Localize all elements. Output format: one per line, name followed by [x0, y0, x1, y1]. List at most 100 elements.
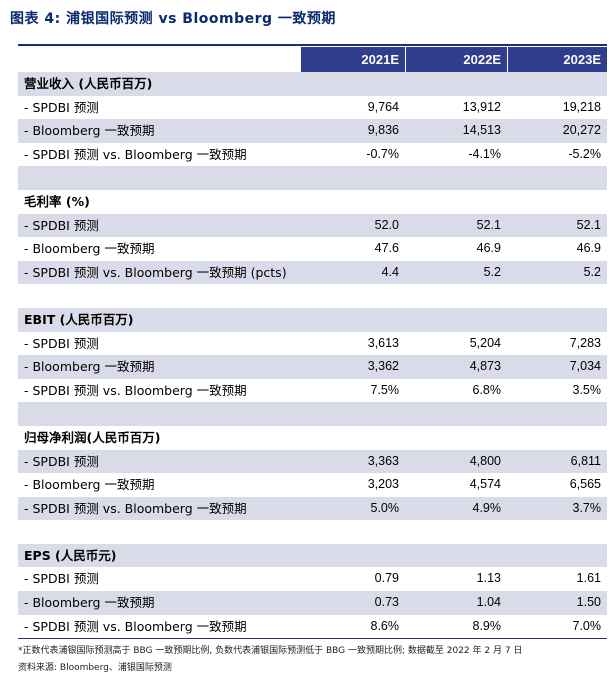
- cell-2023e: 6,565: [569, 477, 601, 492]
- cell-2021e: 9,764: [367, 99, 399, 114]
- cell-2021e: 9,836: [367, 123, 399, 138]
- table-row: - SPDBI 预测 3,363 4,800 6,811: [18, 449, 607, 474]
- cell-2022e: -4.1%: [468, 146, 501, 161]
- section-label: 营业收入 (人民币百万): [24, 76, 153, 91]
- section-header-row: EPS (人民币元): [18, 543, 607, 568]
- cell-2021e: 4.4: [381, 264, 399, 279]
- row-label: - SPDBI 预测 vs. Bloomberg 一致预期: [24, 382, 247, 398]
- column-header-2021e: 2021E: [301, 47, 405, 72]
- cell-2021e: 0.79: [374, 571, 399, 586]
- section-header-row: 营业收入 (人民币百万): [18, 72, 607, 96]
- cell-2022e: 13,912: [462, 99, 501, 114]
- table-header: 2021E 2022E 2023E: [18, 47, 607, 72]
- cell-2021e: -0.7%: [366, 146, 399, 161]
- row-label: - SPDBI 预测: [24, 453, 99, 469]
- row-label: - SPDBI 预测 vs. Bloomberg 一致预期 (pcts): [24, 264, 287, 280]
- cell-2022e: 1.04: [476, 595, 501, 610]
- cell-2022e: 4,574: [469, 477, 501, 492]
- row-label: - SPDBI 预测: [24, 571, 99, 587]
- row-label: - SPDBI 预测: [24, 99, 99, 115]
- table-row: - SPDBI 预测 vs. Bloomberg 一致预期 7.5% 6.8% 3.5…: [18, 379, 607, 403]
- table-row: - Bloomberg 一致预期 0.73 1.04 1.50: [18, 591, 607, 615]
- cell-2021e: 52.0: [374, 217, 399, 232]
- cell-2022e: 5,204: [469, 335, 501, 350]
- row-label: - Bloomberg 一致预期: [24, 241, 155, 257]
- row-label: - SPDBI 预测 vs. Bloomberg 一致预期: [24, 500, 247, 516]
- section-label: 毛利率 (%): [24, 193, 90, 209]
- table-body: 营业收入 (人民币百万) - SPDBI 预测 9,764 13,912 19,218-…: [18, 72, 607, 638]
- table-row: - Bloomberg 一致预期 9,836 14,513 20,272: [18, 119, 607, 143]
- cell-2023e: 3.7%: [572, 500, 602, 515]
- table-row: - SPDBI 预测 vs. Bloomberg 一致预期 -0.7% -4.1% -…: [18, 143, 607, 167]
- cell-2023e: 1.61: [576, 571, 601, 586]
- section-header-row: 归母净利润(人民币百万): [18, 426, 607, 450]
- cell-2022e: 8.9%: [472, 618, 502, 633]
- cell-2023e: 3.5%: [572, 382, 602, 397]
- table-row: - Bloomberg 一致预期 3,362 4,873 7,034: [18, 355, 607, 379]
- cell-2023e: -5.2%: [568, 146, 601, 161]
- row-label: - Bloomberg 一致预期: [24, 595, 155, 611]
- cell-2021e: 3,203: [367, 477, 399, 492]
- row-label: - Bloomberg 一致预期: [24, 477, 155, 493]
- column-header-2023e: 2023E: [507, 47, 607, 72]
- cell-2022e: 52.1: [476, 217, 501, 232]
- row-label: - SPDBI 预测: [24, 335, 99, 351]
- cell-2022e: 4,800: [469, 453, 501, 468]
- source-note: 资料来源: Bloomberg、浦银国际预测: [18, 663, 172, 673]
- spacer-row: [18, 166, 607, 190]
- footnote: *正数代表浦银国际预测高于 BBG 一致预期比例, 负数代表浦银国际预测低于 B…: [18, 646, 523, 656]
- header-separator: [405, 47, 406, 72]
- cell-2021e: 5.0%: [370, 500, 400, 515]
- spacer-row: [18, 284, 607, 308]
- figure-title: 图表 4: 浦银国际预测 vs Bloomberg 一致预期: [10, 11, 336, 27]
- cell-2022e: 6.8%: [472, 382, 502, 397]
- header-separator: [507, 47, 508, 72]
- cell-2023e: 5.2: [583, 264, 601, 279]
- table-row: - SPDBI 预测 vs. Bloomberg 一致预期 (pcts) 4.4 5…: [18, 260, 607, 285]
- cell-2023e: 7,283: [569, 335, 601, 350]
- cell-2022e: 5.2: [483, 264, 501, 279]
- cell-2023e: 7.0%: [572, 618, 602, 633]
- cell-2022e: 4.9%: [472, 500, 502, 515]
- table-row: - SPDBI 预测 vs. Bloomberg 一致预期 8.6% 8.9% 7.0…: [18, 615, 607, 639]
- cell-2023e: 19,218: [562, 99, 601, 114]
- table-row: - SPDBI 预测 52.0 52.1 52.1: [18, 213, 607, 238]
- section-label: 归母净利润(人民币百万): [24, 429, 161, 445]
- section-header-row: EBIT (人民币百万): [18, 307, 607, 332]
- cell-2021e: 47.6: [374, 241, 399, 256]
- column-header-2022e: 2022E: [405, 47, 507, 72]
- table-row: - SPDBI 预测 vs. Bloomberg 一致预期 5.0% 4.9% 3.7…: [18, 496, 607, 521]
- row-label: - SPDBI 预测 vs. Bloomberg 一致预期: [24, 146, 247, 162]
- table-row: - SPDBI 预测 9,764 13,912 19,218: [18, 96, 607, 120]
- row-label: - SPDBI 预测: [24, 217, 99, 233]
- section-label: EBIT (人民币百万): [24, 311, 134, 327]
- bottom-rule: [18, 638, 607, 639]
- cell-2023e: 52.1: [576, 217, 601, 232]
- row-label: - SPDBI 预测 vs. Bloomberg 一致预期: [24, 618, 247, 634]
- header-label-spacer: [18, 47, 301, 72]
- section-header-row: 毛利率 (%): [18, 190, 607, 214]
- cell-2022e: 14,513: [462, 123, 501, 138]
- cell-2022e: 4,873: [469, 359, 501, 374]
- spacer-row: [18, 520, 607, 544]
- cell-2022e: 46.9: [476, 241, 501, 256]
- row-label: - Bloomberg 一致预期: [24, 359, 155, 375]
- cell-2023e: 20,272: [562, 123, 601, 138]
- cell-2023e: 1.50: [576, 595, 601, 610]
- table-row: - Bloomberg 一致预期 47.6 46.9 46.9: [18, 237, 607, 261]
- cell-2021e: 3,362: [367, 359, 399, 374]
- cell-2021e: 8.6%: [370, 618, 400, 633]
- table-row: - SPDBI 预测 3,613 5,204 7,283: [18, 332, 607, 356]
- top-rule: [18, 44, 607, 46]
- cell-2021e: 3,613: [367, 335, 399, 350]
- section-label: EPS (人民币元): [24, 547, 117, 563]
- row-label: - Bloomberg 一致预期: [24, 123, 155, 139]
- cell-2022e: 1.13: [476, 571, 501, 586]
- table-row: - SPDBI 预测 0.79 1.13 1.61: [18, 567, 607, 591]
- cell-2023e: 6,811: [570, 453, 601, 468]
- cell-2021e: 0.73: [374, 595, 399, 610]
- cell-2023e: 46.9: [576, 241, 601, 256]
- cell-2023e: 7,034: [569, 359, 601, 374]
- cell-2021e: 3,363: [367, 453, 399, 468]
- table-row: - Bloomberg 一致预期 3,203 4,574 6,565: [18, 473, 607, 497]
